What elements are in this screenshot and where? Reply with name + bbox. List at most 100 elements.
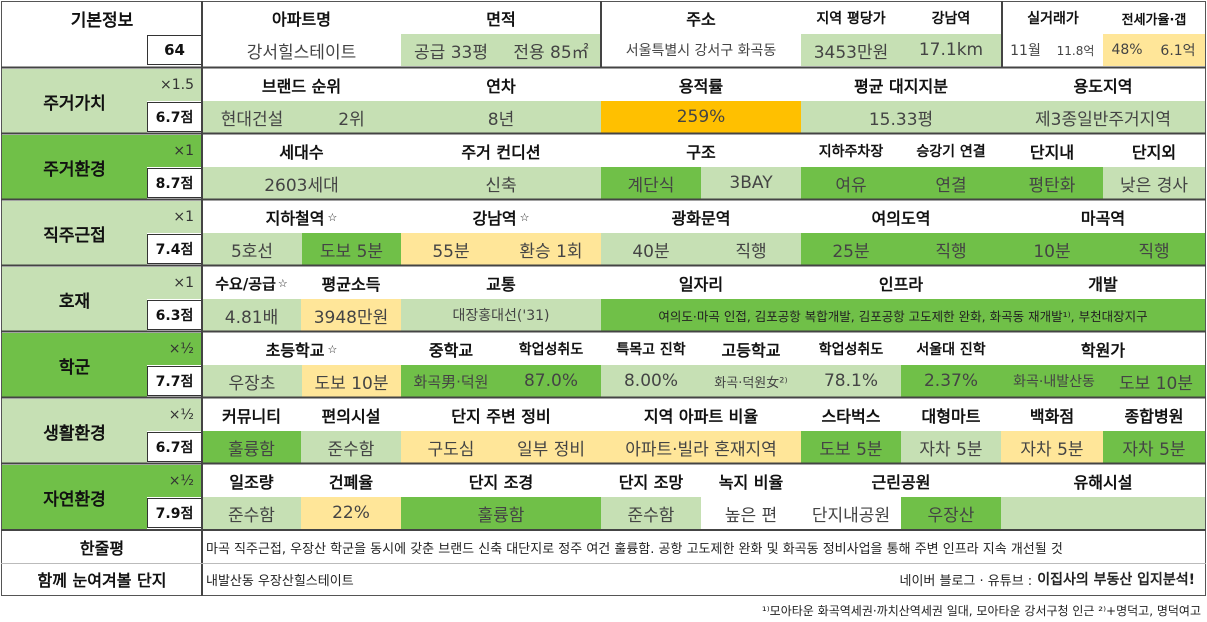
header-high-school: 고등학교 xyxy=(701,333,801,365)
header-zoning: 용도지역 xyxy=(1001,69,1205,101)
header-building-age: 연차 xyxy=(401,69,601,101)
category-score: 6.7점 xyxy=(147,102,202,132)
header-sunlight: 일조량 xyxy=(202,465,301,497)
header-gangnam: 강남역 ☆ xyxy=(401,201,601,233)
header-snu-admission: 서울대 진학 xyxy=(901,333,1001,365)
basic-info-label: 기본정보 xyxy=(2,2,202,34)
yeouido-type: 직행 xyxy=(901,233,1001,265)
source-credit: 네이버 블로그 · 유튜브 : 이집사의 부동산 입지분석! xyxy=(802,563,1205,595)
header-structure: 구조 xyxy=(601,135,801,167)
middle-school: 화곡男·덕원 xyxy=(401,365,501,397)
related-label: 함께 눈여겨볼 단지 xyxy=(2,563,202,595)
category-label: 주거가치 xyxy=(2,69,147,133)
category-label: 호재 xyxy=(2,267,147,331)
category-label: 주거환경 xyxy=(2,135,147,199)
community: 훌륭함 xyxy=(202,431,301,463)
star-icon: ☆ xyxy=(327,342,338,356)
green-ratio: 높은 편 xyxy=(701,497,801,529)
hospital: 자차 5분 xyxy=(1103,431,1205,463)
basic-info-blank xyxy=(2,34,147,66)
surroundings-partial: 일부 정비 xyxy=(501,431,601,463)
related-complex: 내발산동 우장산힐스테이트 xyxy=(202,563,802,595)
header-surroundings: 단지 주변 정비 xyxy=(401,399,601,431)
header-middle-achievement: 학업성취도 xyxy=(501,333,601,365)
elementary: 우장초 xyxy=(202,365,302,397)
category-label: 생활환경 xyxy=(2,399,147,463)
condition: 신축 xyxy=(401,167,601,199)
category-multiplier: ×1 xyxy=(147,201,202,233)
special-hs: 8.00% xyxy=(601,365,701,397)
trade-price: 11.8억 xyxy=(1048,34,1103,66)
header-parking: 지하주차장 xyxy=(801,135,901,167)
high-school: 화곡·덕원女²⁾ xyxy=(701,365,801,397)
header-condition: 주거 컨디션 xyxy=(401,135,601,167)
category-label: 직주근접 xyxy=(2,201,147,265)
academy-walk: 도보 10분 xyxy=(1107,365,1205,397)
high-achievement: 78.1% xyxy=(801,365,901,397)
category-multiplier: ×½ xyxy=(147,465,202,497)
apt-ratio: 아파트·빌라 혼재지역 xyxy=(601,431,801,463)
floor-area-ratio: 259% xyxy=(601,101,801,133)
header-inside-complex: 단지내 xyxy=(1001,135,1103,167)
area-exclusive: 전용 85㎡ xyxy=(501,34,601,66)
summary-text: 마곡 직주근접, 우장산 학군을 동시에 갖춘 브랜드 신축 대단지로 정주 여… xyxy=(202,531,1205,563)
traffic: 대장홍대선('31) xyxy=(401,299,601,331)
category-score: 7.9점 xyxy=(147,498,202,528)
header-academy: 학원가 xyxy=(1001,333,1205,365)
header-coverage-ratio: 건폐율 xyxy=(301,465,401,497)
development-detail: 여의도·마곡 인접, 김포공항 복합개발, 김포공항 고도제한 완화, 화곡동 … xyxy=(601,299,1205,331)
gwanghwamun-time: 40분 xyxy=(601,233,701,265)
category-label: 자연환경 xyxy=(2,465,147,529)
header-magok: 마곡역 xyxy=(1001,201,1205,233)
grid-lines xyxy=(1,1,1206,596)
header-high-achievement: 학업성취도 xyxy=(801,333,901,365)
households: 2603세대 xyxy=(202,167,401,199)
academy: 화곡·내발산동 xyxy=(1001,365,1107,397)
category-multiplier: ×1 xyxy=(147,135,202,167)
area-supply: 공급 33평 xyxy=(401,34,501,66)
gangnam-time: 55분 xyxy=(401,233,501,265)
convenience: 준수함 xyxy=(301,431,401,463)
gangnam-distance: 17.1km xyxy=(901,34,1001,66)
header-view: 단지 조망 xyxy=(601,465,701,497)
star-icon: ☆ xyxy=(327,210,338,224)
hazards xyxy=(1001,497,1205,529)
header-supply-demand: 수요/공급 ☆ xyxy=(202,267,301,299)
landscaping: 훌륭함 xyxy=(401,497,601,529)
address: 서울특별시 강서구 화곡동 xyxy=(601,34,801,66)
header-apt-ratio: 지역 아파트 비율 xyxy=(601,399,801,431)
header-land-share: 평균 대지지분 xyxy=(801,69,1001,101)
category-multiplier: ×½ xyxy=(147,399,202,431)
header-brand-rank: 브랜드 순위 xyxy=(202,69,401,101)
category-score: 7.7점 xyxy=(147,366,202,396)
coverage-ratio: 22% xyxy=(301,497,401,529)
header-mart: 대형마트 xyxy=(901,399,1001,431)
park-inside: 단지내공원 xyxy=(801,497,901,529)
source-label: 네이버 블로그 · 유튜브 : xyxy=(899,573,1033,589)
category-multiplier: ×1.5 xyxy=(147,69,202,101)
header-households: 세대수 xyxy=(202,135,401,167)
header-convenience: 편의시설 xyxy=(301,399,401,431)
header-avg-income: 평균소득 xyxy=(301,267,401,299)
header-trade-price: 실거래가 xyxy=(1003,2,1103,34)
header-community: 커뮤니티 xyxy=(202,399,301,431)
header-area: 면적 xyxy=(401,2,601,34)
jeonse-gap: 6.1억 xyxy=(1151,34,1205,66)
park-woojangsan: 우장산 xyxy=(901,497,1001,529)
category-score: 7.4점 xyxy=(147,234,202,264)
blog-name: 이집사의 부동산 입지분석! xyxy=(1037,572,1195,588)
category-score: 8.7점 xyxy=(147,168,202,198)
header-hospital: 종합병원 xyxy=(1103,399,1205,431)
category-multiplier: ×1 xyxy=(147,267,202,299)
gwanghwamun-type: 직행 xyxy=(701,233,801,265)
magok-time: 10분 xyxy=(1001,233,1103,265)
header-traffic: 교통 xyxy=(401,267,601,299)
sunlight: 준수함 xyxy=(202,497,301,529)
header-subway: 지하철역 ☆ xyxy=(202,201,401,233)
star-icon: ☆ xyxy=(277,276,288,290)
header-outside-complex: 단지외 xyxy=(1103,135,1205,167)
header-jobs: 일자리 xyxy=(601,267,801,299)
apt-name: 강서힐스테이트 xyxy=(202,34,401,66)
header-infra: 인프라 xyxy=(801,267,1001,299)
category-multiplier: ×½ xyxy=(147,333,202,365)
